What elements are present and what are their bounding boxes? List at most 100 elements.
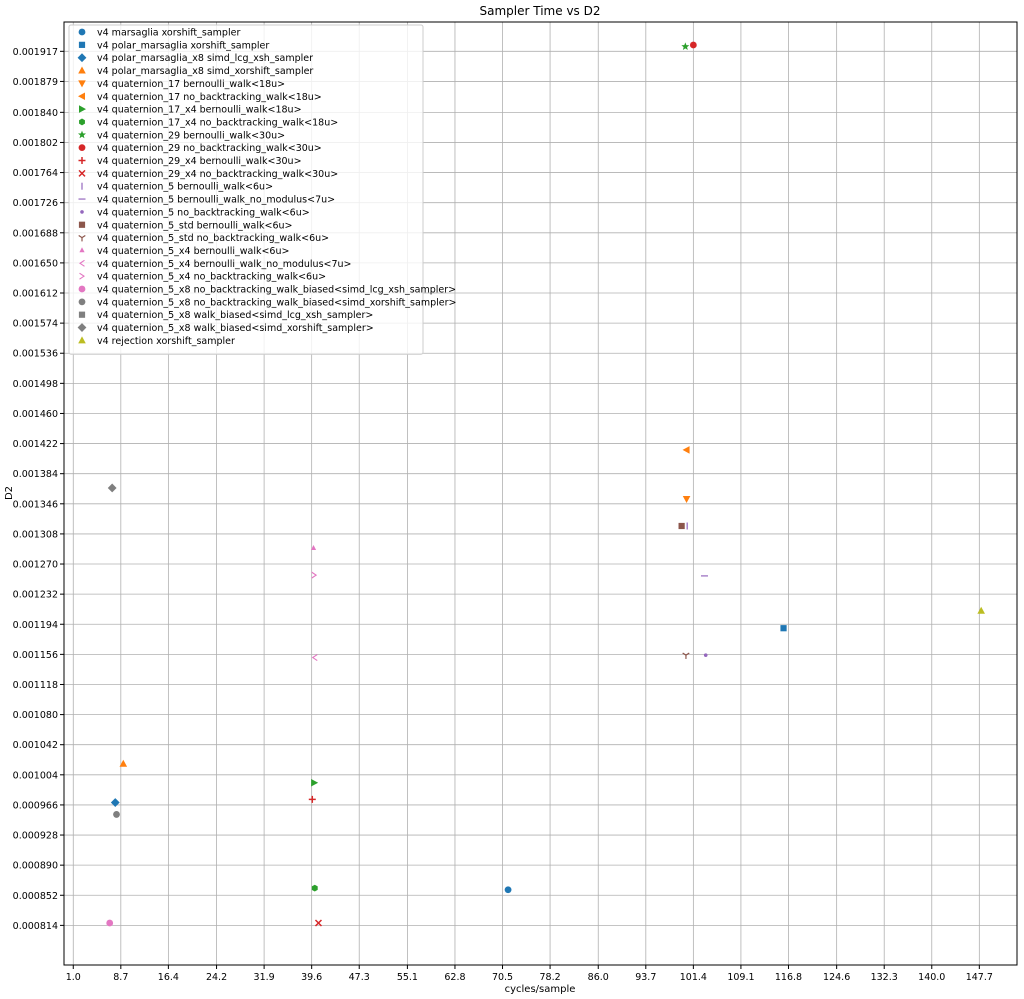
legend-label: v4 polar_marsaglia_x8 simd_lcg_xsh_sampl… xyxy=(97,53,313,64)
legend-marker xyxy=(78,66,86,74)
y-tick-label: 0.001004 xyxy=(13,770,58,781)
x-tick-label: 55.1 xyxy=(397,972,418,983)
y-tick-label: 0.001498 xyxy=(13,379,58,390)
y-tick-label: 0.000814 xyxy=(13,921,58,932)
y-tick-label: 0.001080 xyxy=(13,710,58,721)
data-point xyxy=(311,884,318,892)
legend-entry: v4 quaternion_17_x4 no_backtracking_walk… xyxy=(79,117,338,128)
legend-entry: v4 quaternion_29 no_backtracking_walk<30… xyxy=(78,143,322,154)
legend-entry: v4 quaternion_29_x4 no_backtracking_walk… xyxy=(78,169,338,180)
x-tick-label: 101.4 xyxy=(680,972,707,983)
x-tick-label: 109.1 xyxy=(727,972,754,983)
x-tick-label: 140.0 xyxy=(918,972,945,983)
data-point xyxy=(308,795,316,803)
x-tick-label: 24.2 xyxy=(206,972,227,983)
legend-entry: v4 rejection xorshift_sampler xyxy=(78,336,235,347)
y-tick-label: 0.001726 xyxy=(13,198,58,209)
y-tick-label: 0.000928 xyxy=(13,831,58,842)
legend-label: v4 quaternion_5 bernoulli_walk<6u> xyxy=(97,182,273,193)
y-tick-label: 0.001384 xyxy=(13,469,58,480)
y-tick-label: 0.001042 xyxy=(13,740,58,751)
x-tick-label: 16.4 xyxy=(158,972,179,983)
data-point xyxy=(682,496,691,504)
legend-label: v4 rejection xorshift_sampler xyxy=(97,336,235,347)
legend-marker xyxy=(78,41,86,48)
legend-marker xyxy=(78,221,86,228)
legend-entry: v4 polar_marsaglia xorshift_sampler xyxy=(78,40,269,51)
y-axis-label: D2 xyxy=(4,486,15,500)
y-tick-label: 0.001612 xyxy=(13,289,58,300)
legend-entry: v4 marsaglia xorshift_sampler xyxy=(78,28,240,39)
y-tick-label: 0.001422 xyxy=(13,439,58,450)
legend-label: v4 marsaglia xorshift_sampler xyxy=(97,28,240,39)
legend-label: v4 quaternion_5_x4 bernoulli_walk<6u> xyxy=(97,246,289,257)
legend-entry: v4 quaternion_5_x8 walk_biased<simd_lcg_… xyxy=(78,310,373,321)
x-tick-label: 8.7 xyxy=(113,972,128,983)
data-point xyxy=(703,653,708,657)
x-tick-label: 147.7 xyxy=(966,972,993,983)
legend-entry: v4 quaternion_29 bernoulli_walk<30u> xyxy=(78,130,285,141)
legend-marker xyxy=(78,234,86,242)
data-point xyxy=(682,652,690,659)
y-tick-label: 0.000852 xyxy=(13,891,58,902)
legend-entry: v4 quaternion_5_x8 no_backtracking_walk_… xyxy=(78,285,456,296)
data-point xyxy=(110,798,120,807)
data-point xyxy=(106,919,114,927)
x-tick-label: 70.5 xyxy=(492,972,513,983)
legend-label: v4 quaternion_5_x4 bernoulli_walk_no_mod… xyxy=(97,259,352,270)
data-point xyxy=(107,483,117,493)
x-tick-label: 62.8 xyxy=(444,972,465,983)
y-axis-ticks: 0.000814 0.000852 0.000890 0.000928 0.000966… xyxy=(13,47,64,932)
legend-entry: v4 quaternion_5_x4 bernoulli_walk_no_mod… xyxy=(79,259,352,270)
legend-label: v4 quaternion_29_x4 bernoulli_walk<30u> xyxy=(97,156,302,167)
legend-entry: v4 quaternion_5_x4 bernoulli_walk<6u> xyxy=(79,246,289,257)
data-point xyxy=(311,571,318,579)
legend-marker xyxy=(78,336,86,344)
data-point xyxy=(311,778,319,787)
legend-label: v4 quaternion_5_x8 walk_biased<simd_lcg_… xyxy=(97,310,373,321)
legend-entry: v4 quaternion_5 bernoulli_walk<6u> xyxy=(81,182,273,193)
legend-label: v4 quaternion_5_std bernoulli_walk<6u> xyxy=(97,220,292,231)
x-tick-label: 93.7 xyxy=(635,972,656,983)
legend-label: v4 quaternion_5_x8 walk_biased<simd_xors… xyxy=(97,323,374,334)
legend-marker xyxy=(80,210,84,214)
x-tick-label: 47.3 xyxy=(349,972,370,983)
legend-marker xyxy=(78,80,86,88)
legend-entry: v4 polar_marsaglia_x8 simd_lcg_xsh_sampl… xyxy=(77,53,313,64)
legend-label: v4 quaternion_29 no_backtracking_walk<30… xyxy=(97,143,322,154)
x-axis-label: cycles/sample xyxy=(505,984,576,995)
data-point xyxy=(780,625,787,632)
legend-entry: v4 quaternion_5_x8 walk_biased<simd_xors… xyxy=(77,323,374,334)
legend-entry: v4 quaternion_5_x4 no_backtracking_walk<… xyxy=(79,272,326,283)
legend-marker xyxy=(78,311,86,318)
data-point xyxy=(314,919,322,927)
data-point xyxy=(682,446,690,454)
legend-label: v4 quaternion_17_x4 no_backtracking_walk… xyxy=(97,117,338,128)
y-tick-label: 0.001270 xyxy=(13,560,58,571)
x-tick-label: 78.2 xyxy=(539,972,560,983)
legend-marker xyxy=(78,28,86,36)
legend-entry: v4 quaternion_5_std no_backtracking_walk… xyxy=(78,233,329,244)
legend-entry: v4 quaternion_5_x8 no_backtracking_walk_… xyxy=(78,297,456,308)
legend-marker xyxy=(78,285,86,293)
data-point xyxy=(678,522,685,530)
data-point xyxy=(977,606,985,614)
legend-label: v4 quaternion_17 bernoulli_walk<18u> xyxy=(97,79,285,90)
legend-entry: v4 quaternion_5_std bernoulli_walk<6u> xyxy=(78,220,292,231)
legend-label: v4 quaternion_5_x8 no_backtracking_walk_… xyxy=(97,297,456,308)
legend-label: v4 quaternion_5 no_backtracking_walk<6u> xyxy=(97,207,310,218)
legend-label: v4 quaternion_5_std no_backtracking_walk… xyxy=(97,233,329,244)
legend-marker xyxy=(79,247,85,253)
data-point xyxy=(119,759,128,767)
y-tick-label: 0.001536 xyxy=(13,349,58,360)
legend-label: v4 quaternion_5_x4 no_backtracking_walk<… xyxy=(97,272,326,283)
legend-marker xyxy=(77,323,87,332)
legend-marker xyxy=(78,130,86,139)
legend-label: v4 polar_marsaglia xorshift_sampler xyxy=(97,40,269,51)
legend-entry: v4 quaternion_5 no_backtracking_walk<6u> xyxy=(80,207,310,218)
y-tick-label: 0.001574 xyxy=(13,319,58,330)
x-tick-label: 124.6 xyxy=(823,972,850,983)
y-tick-label: 0.001118 xyxy=(13,680,58,691)
legend-label: v4 quaternion_17_x4 bernoulli_walk<18u> xyxy=(97,105,302,116)
